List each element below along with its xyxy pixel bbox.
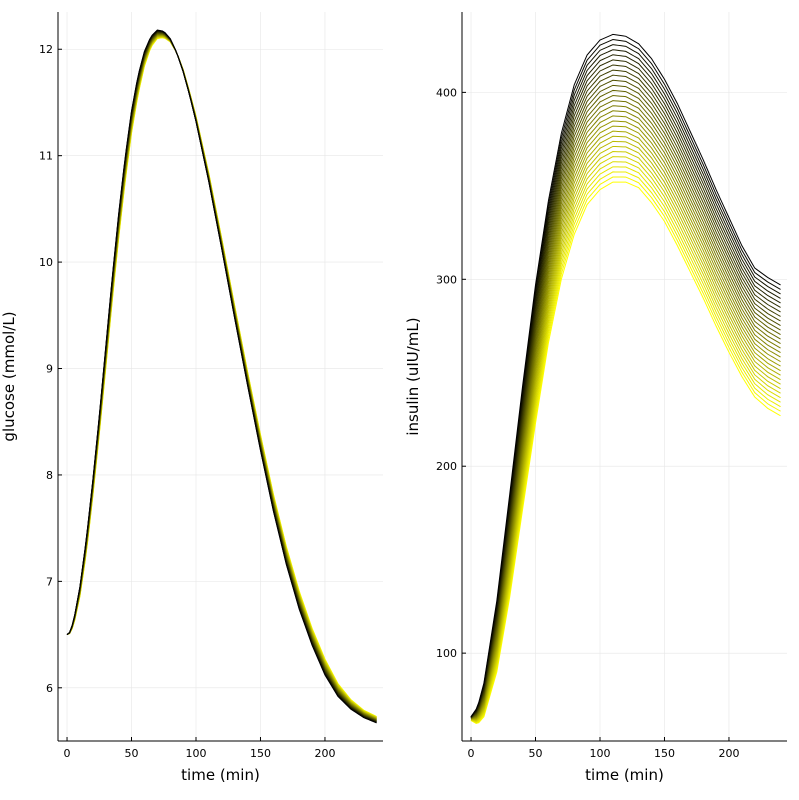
glucose-series-group (66, 29, 377, 724)
insulin-series-line (470, 110, 781, 720)
glucose-x-axis-label: time (min) (181, 766, 260, 784)
glucose-series-line (66, 36, 377, 719)
insulin-series-line (470, 39, 781, 718)
insulin-series-line (470, 176, 781, 724)
glucose-series-line (66, 36, 377, 718)
glucose-series-line (66, 29, 377, 724)
glucose-series-line (66, 31, 377, 723)
glucose-series-line (66, 33, 377, 721)
glucose-y-tick-label: 9 (46, 363, 53, 376)
glucose-series-line (66, 32, 377, 722)
insulin-series-line (470, 115, 781, 720)
insulin-series-line (470, 105, 781, 719)
glucose-series-line (66, 31, 377, 722)
glucose-series-line (66, 33, 377, 721)
glucose-x-tick-label: 200 (314, 747, 335, 760)
insulin-series-line (470, 161, 781, 723)
insulin-series-line (470, 89, 781, 719)
insulin-x-tick-label: 50 (529, 747, 543, 760)
insulin-series-line (470, 100, 781, 719)
insulin-series-line (470, 54, 781, 718)
glucose-series-line (66, 34, 377, 720)
glucose-x-tick-label: 50 (125, 747, 139, 760)
glucose-series-line (66, 35, 377, 719)
glucose-series-line (66, 31, 377, 722)
insulin-series-line (470, 151, 781, 722)
insulin-y-tick-label: 400 (436, 86, 457, 99)
glucose-series-line (66, 30, 377, 723)
glucose-series-line (66, 35, 377, 719)
insulin-x-tick-label: 200 (718, 747, 739, 760)
glucose-y-tick-label: 7 (46, 575, 53, 588)
glucose-y-tick-label: 10 (39, 256, 53, 269)
insulin-x-tick-label: 0 (468, 747, 475, 760)
insulin-series-line (471, 140, 781, 721)
insulin-series-line (470, 95, 781, 719)
glucose-series-line (66, 36, 377, 718)
glucose-series-line (66, 32, 377, 721)
insulin-series-line (470, 125, 781, 720)
insulin-y-tick-label: 100 (436, 647, 457, 660)
insulin-series-line (470, 69, 781, 718)
glucose-y-tick-label: 12 (39, 43, 53, 56)
insulin-y-tick-label: 200 (436, 460, 457, 473)
glucose-series-line (66, 35, 377, 719)
glucose-series-line (66, 30, 377, 723)
glucose-x-tick-label: 150 (250, 747, 271, 760)
glucose-series-line (66, 33, 377, 721)
glucose-x-tick-label: 0 (64, 747, 71, 760)
glucose-series-line (66, 33, 377, 721)
glucose-series-line (66, 37, 377, 717)
insulin-series-line (470, 171, 781, 723)
insulin-y-tick-label: 300 (436, 273, 457, 286)
insulin-series-line (470, 59, 781, 718)
insulin-series-group (470, 33, 781, 724)
insulin-series-line (470, 49, 781, 718)
insulin-series-line (470, 156, 781, 722)
insulin-series-line (470, 64, 781, 718)
insulin-series-line (470, 120, 781, 720)
insulin-x-tick-label: 150 (654, 747, 675, 760)
insulin-panel: 0 50 100 150 200 100 200 300 400 time (min) insuli… (404, 12, 787, 784)
glucose-series-line (66, 37, 377, 718)
insulin-y-axis-label: insulin (uIU/mL) (404, 317, 422, 435)
glucose-y-axis-label: glucose (mmol/L) (0, 311, 18, 441)
glucose-y-tick-label: 11 (39, 150, 53, 163)
glucose-series-line (66, 36, 377, 718)
insulin-series-line (470, 74, 781, 719)
glucose-panel: 0 50 100 150 200 6 7 8 9 10 11 12 time (min) glucose … (0, 12, 383, 784)
insulin-x-axis-label: time (min) (585, 766, 664, 784)
insulin-series-line (470, 181, 781, 724)
glucose-series-line (66, 34, 377, 720)
glucose-series-line (66, 30, 377, 723)
glucose-series-line (66, 34, 377, 720)
glucose-series-line (66, 31, 377, 723)
glucose-y-tick-label: 8 (46, 469, 53, 482)
glucose-series-line (66, 34, 377, 720)
glucose-y-tick-label: 6 (46, 682, 53, 695)
glucose-series-line (66, 35, 377, 719)
glucose-series-line (66, 32, 377, 722)
insulin-series-line (470, 130, 781, 720)
insulin-series-line (470, 84, 781, 719)
insulin-x-tick-label: 100 (589, 747, 610, 760)
insulin-series-line (471, 135, 781, 720)
insulin-series-line (470, 33, 781, 717)
insulin-series-line (470, 79, 781, 719)
insulin-series-line (470, 145, 781, 721)
insulin-series-line (470, 44, 781, 718)
glucose-x-tick-label: 100 (185, 747, 206, 760)
glucose-series-line (66, 29, 377, 724)
insulin-series-line (470, 166, 781, 723)
